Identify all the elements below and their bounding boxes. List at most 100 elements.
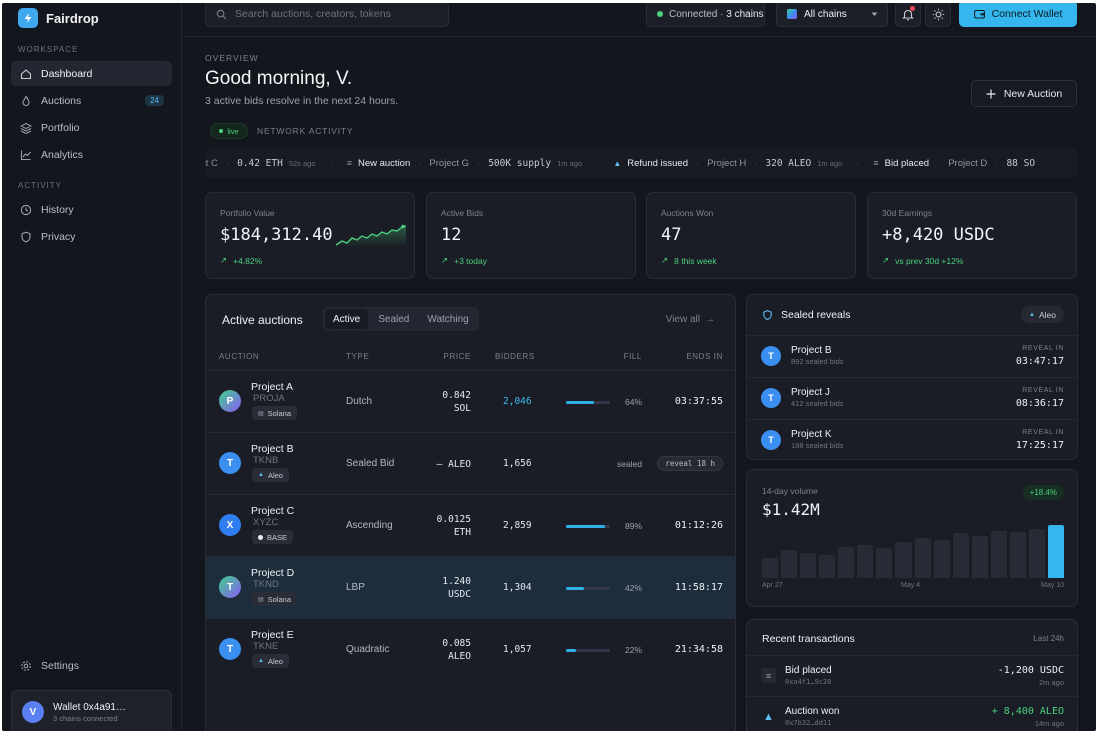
sun-icon (932, 8, 944, 20)
list-item[interactable]: T Project J 412 sealed bids REVEAL IN 08… (747, 377, 1077, 419)
avatar: V (22, 701, 44, 723)
fill-percent: 89% (624, 521, 642, 531)
bidders-count: 1,656 (503, 458, 532, 469)
shield-icon (763, 310, 772, 320)
auction-type: LBP (346, 582, 365, 593)
avatar: T (761, 346, 781, 366)
chain-badge: ▤ Solana (252, 592, 298, 606)
reveal-label: REVEAL IN (1022, 345, 1064, 352)
sealed-bids: 412 sealed bids (791, 399, 844, 408)
sidebar-item-dashboard[interactable]: Dashboard (11, 61, 172, 86)
fill-percent: 22% (624, 645, 642, 655)
tx-label: Bid placed (785, 665, 832, 676)
sidebar-item-settings[interactable]: Settings (11, 653, 172, 678)
sidebar-item-label: History (41, 203, 74, 216)
base-icon (258, 534, 263, 540)
volume-bar (838, 547, 855, 578)
sidebar-item-portfolio[interactable]: Portfolio (11, 115, 172, 140)
column-header: ENDS IN (686, 352, 723, 361)
volume-bar (952, 533, 969, 578)
tab-active[interactable]: Active (325, 309, 369, 329)
project-name: Project D (251, 567, 295, 579)
bolt-icon (18, 8, 38, 28)
arrow-up-right-icon: ↗ (882, 255, 890, 265)
auctions-count-badge: 24 (145, 95, 164, 106)
page-title: Good morning, V. (205, 68, 353, 89)
arrow-right-icon: → (705, 314, 715, 325)
ends-in: 11:58:17 (674, 582, 723, 593)
solana-icon: ▤ (258, 596, 264, 603)
ticker-event: New auction (357, 157, 411, 169)
ends-in: 01:12:26 (674, 520, 723, 531)
theme-toggle[interactable] (925, 3, 951, 27)
price: 0.842 SOL (442, 390, 471, 414)
view-all-link[interactable]: View all → (665, 314, 715, 325)
sidebar-item-privacy[interactable]: Privacy (11, 224, 172, 249)
tx-amount: + 8,400 ALEO (991, 706, 1064, 717)
sidebar-item-label: Dashboard (41, 67, 93, 80)
column-header: TYPE (346, 352, 370, 361)
table-row[interactable]: T Project E TKNE ▲ Aleo Quadratic 0.085 AL… (206, 618, 735, 680)
sealed-bids: 188 sealed bids (791, 441, 844, 450)
sidebar-item-label: Settings (41, 659, 79, 672)
search-box[interactable] (205, 3, 449, 27)
gear-icon (21, 660, 31, 671)
aleo-icon: ▲ (258, 472, 264, 478)
price: 0.0125 ETH (436, 514, 471, 538)
table-row[interactable]: T Project D TKND ▤ Solana LBP 1.240 USDC 1… (206, 556, 735, 618)
list-item[interactable]: T Project K 188 sealed bids REVEAL IN 17… (747, 419, 1077, 459)
search-input[interactable] (235, 8, 435, 20)
fill-percent: 42% (624, 583, 642, 593)
wallet-card[interactable]: V Wallet 0x4a91… 3 chains connected (11, 690, 172, 731)
sidebar-item-auctions[interactable]: Auctions 24 (11, 88, 172, 113)
clock-icon (20, 204, 32, 215)
bidders-count: 2,046 (503, 396, 532, 407)
ends-in: 21:34:58 (674, 644, 723, 655)
connect-wallet-button[interactable]: Connect Wallet (959, 3, 1077, 27)
list-item[interactable]: T Project B 892 sealed bids REVEAL IN 03… (747, 335, 1077, 377)
notifications-button[interactable] (895, 3, 921, 27)
sidebar-item-history[interactable]: History (11, 197, 172, 222)
tx-hash: 0x7b32…dd11 (785, 719, 832, 727)
connection-status[interactable]: Connected · 3 chains (646, 3, 765, 27)
project-name: Project K (791, 429, 832, 440)
stat-label: Active Bids (441, 208, 484, 218)
fill-bar (566, 525, 610, 528)
project-ticker: PROJA (253, 393, 285, 404)
chain-badge: ▲ Aleo (1021, 306, 1064, 323)
price: 0.085 ALEO (442, 638, 471, 662)
list-item[interactable]: ≡ Bid placed 0xa4f1…9c28 -1,200 USDC 2m … (747, 655, 1077, 696)
avatar: T (761, 430, 781, 450)
reveal-time: 17:25:17 (1015, 440, 1064, 451)
chain-select-value: All chains (804, 8, 847, 20)
price: 1.240 USDC (442, 576, 471, 600)
project-name: Project B (791, 345, 832, 356)
stat-label: Portfolio Value (220, 208, 275, 218)
new-auction-button[interactable]: New Auction (971, 80, 1077, 107)
auction-type: Dutch (346, 396, 373, 407)
new-auction-label: New Auction (1003, 87, 1063, 100)
sidebar-item-analytics[interactable]: Analytics (11, 142, 172, 167)
fill-bar (566, 587, 610, 590)
auction-type: Quadratic (346, 644, 390, 655)
stat-card-active-bids: Active Bids 12 ↗ +3 today (426, 192, 636, 279)
ends-in: 03:37:55 (674, 396, 723, 407)
sealed-reveals-panel: Sealed reveals ▲ Aleo T Project B 892 sea… (746, 294, 1078, 460)
ticker-project: Project G (429, 157, 470, 169)
table-row[interactable]: P Project A PROJA ▤ Solana Dutch 0.842 SOL… (206, 370, 735, 432)
table-row[interactable]: X Project C XYZC BASE Ascending 0.0125 ET… (206, 494, 735, 556)
panel-title: Sealed reveals (781, 309, 851, 321)
brand[interactable]: Fairdrop (18, 8, 99, 28)
table-row[interactable]: T Project B TKNB ▲ Aleo Sealed Bid — ALEO… (206, 432, 735, 494)
list-item[interactable]: ▲ Auction won 0x7b32…dd11 + 8,400 ALEO 1… (747, 696, 1077, 731)
volume-value: $1.42M (762, 500, 820, 519)
avatar: T (219, 576, 241, 598)
stat-label: Auctions Won (661, 208, 714, 218)
tab-watching[interactable]: Watching (427, 313, 469, 325)
live-label: live (227, 126, 239, 136)
reveal-label: REVEAL IN (1022, 429, 1064, 436)
chain-select[interactable]: All chains (776, 3, 888, 27)
tab-sealed[interactable]: Sealed (378, 313, 410, 325)
status-prefix: Connected · (669, 8, 727, 20)
stat-value: $184,312.40 (220, 225, 333, 245)
